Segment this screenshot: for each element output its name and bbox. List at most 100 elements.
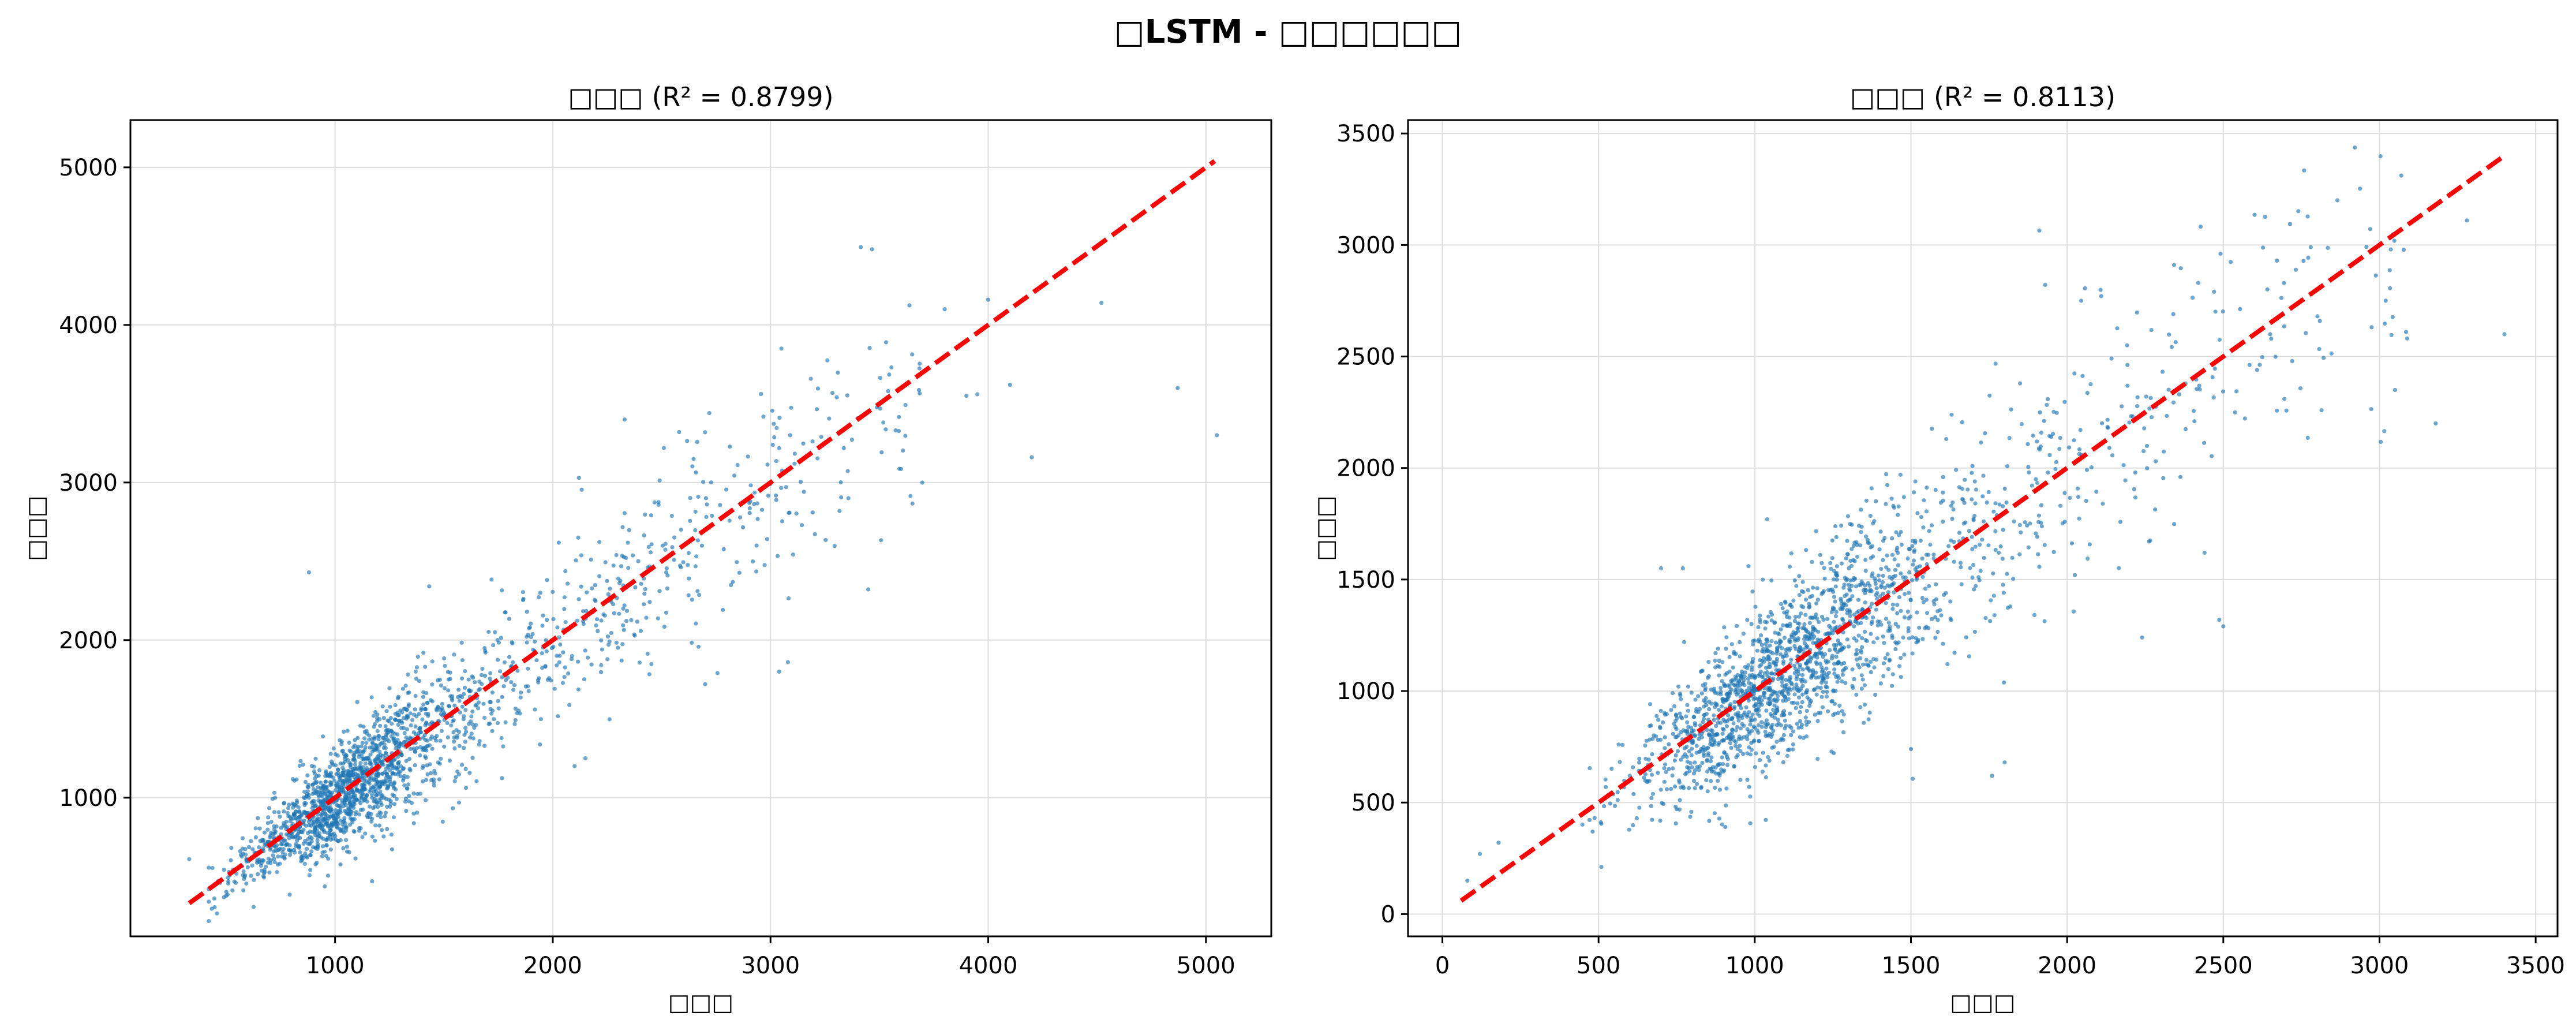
data-point [459,695,465,700]
data-point [256,816,260,820]
data-point [792,451,797,456]
data-point [1643,772,1648,776]
data-point [342,770,346,775]
data-point [1673,784,1678,789]
data-point [303,839,308,843]
data-point [791,552,795,557]
data-point [2076,495,2081,499]
data-point [1874,607,1878,612]
data-point [1744,705,1748,709]
data-point [1806,635,1811,640]
data-point [593,599,598,603]
data-point [1869,486,1874,491]
data-point [1775,705,1780,710]
data-point [1821,591,1825,595]
data-point [1896,513,1900,517]
data-point [1740,689,1744,693]
data-point [460,704,465,709]
data-point [309,836,314,841]
data-point [1892,590,1896,595]
data-point [427,743,432,748]
data-point [1958,561,1963,565]
data-point [2317,319,2322,323]
data-point [1719,704,1724,709]
data-point [762,563,767,567]
data-point [2010,555,2015,560]
data-point [264,864,268,869]
data-point [1833,524,1838,529]
data-point [2089,465,2094,470]
data-point [1825,689,1829,694]
data-point [315,842,320,846]
data-point [1797,593,1802,597]
data-point [1759,720,1764,724]
data-point [1720,660,1725,664]
data-point [1914,640,1919,645]
data-point [1849,547,1854,551]
data-point [1830,628,1834,633]
data-point [1842,660,1847,666]
data-point [1817,620,1821,625]
data-point [2101,501,2105,506]
data-point [1620,742,1625,747]
data-point [750,559,755,564]
data-point [1697,768,1701,772]
data-point [1718,686,1723,690]
data-point [1806,659,1810,664]
data-point [1990,774,1994,778]
x-tick-label: 4000 [959,953,1018,979]
data-point [643,512,647,517]
data-point [1834,610,1839,614]
data-point [707,411,712,416]
data-point [511,660,515,664]
data-point [903,403,908,408]
data-point [1788,622,1792,626]
data-point [1774,656,1779,661]
data-point [1837,703,1842,708]
data-point [777,416,782,420]
data-point [294,838,299,843]
data-point [1843,593,1847,598]
data-point [754,569,759,574]
data-point [1782,610,1787,615]
data-point [838,480,843,485]
data-point [1899,675,1903,679]
data-point [1997,550,2001,555]
data-point [1912,490,1916,495]
data-point [664,566,669,571]
data-point [1931,599,1936,604]
data-point [2001,528,2005,532]
data-point [648,550,653,555]
data-point [370,834,375,839]
data-point [302,789,307,794]
data-point [538,591,542,595]
data-point [647,600,652,604]
data-point [496,640,501,645]
data-point [392,802,397,806]
data-point [315,835,320,839]
data-point [488,671,493,675]
data-point [1951,507,1956,512]
data-point [1977,578,1982,582]
data-point [2195,387,2199,391]
data-point [1763,721,1768,726]
data-point [1723,824,1728,830]
data-point [1746,677,1751,681]
data-point [418,753,422,758]
data-point [2042,619,2047,623]
data-point [594,623,598,628]
data-point [721,547,726,552]
data-point [253,826,258,831]
scatter-series [1465,145,2507,883]
data-point [437,777,441,782]
data-point [1800,626,1805,630]
data-point [721,607,725,612]
data-point [2183,427,2188,432]
data-point [480,682,484,686]
x-tick-label: 1000 [306,953,365,979]
data-point [467,688,471,693]
data-point [2026,545,2031,550]
data-point [452,740,456,744]
data-point [507,617,512,621]
